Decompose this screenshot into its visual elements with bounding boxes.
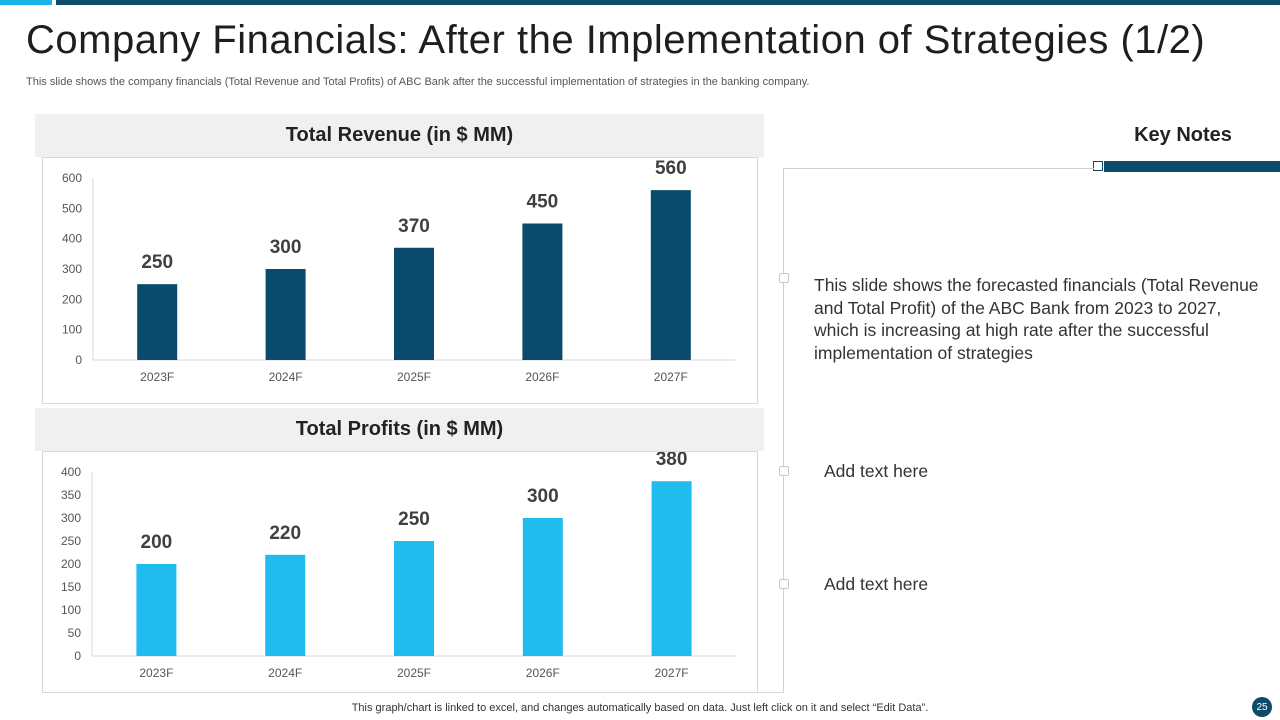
revenue-y-tick-label: 400 (62, 232, 82, 246)
revenue-chart-title: Total Revenue (in $ MM) (35, 114, 764, 157)
revenue-bar (394, 247, 434, 360)
top-accent-bar-dark (56, 0, 1280, 5)
profits-y-tick-label: 300 (61, 511, 81, 525)
profits-chart-panel[interactable]: 0 50 100 150 200 250 300 350 400 200 2023F 220 2024F… (42, 451, 758, 693)
revenue-bar (522, 223, 563, 360)
profits-bar (136, 564, 177, 656)
note-text-1[interactable]: This slide shows the forecasted financia… (814, 275, 1259, 363)
profits-bar-chart[interactable]: 0 50 100 150 200 250 300 350 400 200 2023F 220 2024F… (43, 452, 757, 692)
key-notes-divider-horizontal (784, 168, 1094, 169)
profits-x-tick-label: 2024F (268, 666, 302, 680)
note-text-2[interactable]: Add text here (824, 461, 929, 481)
profits-bar (394, 541, 434, 656)
revenue-bar (137, 284, 178, 360)
profits-y-tick-label: 0 (74, 649, 81, 663)
note-bullet-3 (779, 579, 789, 589)
revenue-y-tick-label: 500 (62, 201, 82, 215)
revenue-x-tick-label: 2027F (654, 370, 688, 384)
revenue-x-tick-label: 2023F (140, 370, 174, 384)
revenue-y-tick-label: 0 (75, 353, 82, 367)
top-accent-bar-light (0, 0, 52, 5)
profits-y-tick-label: 100 (61, 603, 81, 617)
profits-x-tick-label: 2026F (526, 666, 560, 680)
profits-chart-title: Total Profits (in $ MM) (35, 408, 764, 451)
revenue-data-label: 560 (655, 158, 687, 179)
revenue-bar (650, 190, 691, 360)
footer-note: This graph/chart is linked to excel, and… (351, 702, 929, 714)
slide-subtitle: This slide shows the company financials … (26, 76, 810, 88)
profits-y-tick-label: 150 (61, 580, 81, 594)
profits-y-tick-label: 400 (61, 465, 81, 479)
profits-x-tick-label: 2025F (397, 666, 431, 680)
revenue-data-label: 370 (398, 216, 430, 237)
profits-bar (651, 481, 692, 656)
profits-data-label: 220 (269, 523, 301, 544)
revenue-data-label: 450 (527, 192, 559, 213)
profits-x-tick-label: 2023F (139, 666, 173, 680)
profits-bar (522, 518, 563, 656)
profits-data-label: 380 (656, 452, 688, 470)
note-bullet-2 (779, 466, 789, 476)
profits-y-tick-label: 350 (61, 488, 81, 502)
profits-y-tick-label: 250 (61, 534, 81, 548)
revenue-bar (265, 269, 306, 360)
slide-title: Company Financials: After the Implementa… (26, 18, 1206, 62)
key-notes-divider-vertical (783, 168, 784, 692)
key-notes-title: Key Notes (1134, 124, 1232, 146)
revenue-x-tick-label: 2024F (269, 370, 303, 384)
profits-data-label: 300 (527, 486, 559, 507)
profits-y-tick-label: 50 (68, 626, 82, 640)
revenue-chart-panel[interactable]: 0 100 200 300 400 500 600 250 2023F 300 2024F 370 20… (42, 157, 758, 404)
profits-bar (265, 554, 306, 656)
revenue-y-tick-label: 300 (62, 262, 82, 276)
profits-data-label: 200 (141, 532, 173, 553)
note-text-3[interactable]: Add text here (824, 574, 929, 594)
profits-y-tick-label: 200 (61, 557, 81, 571)
revenue-y-tick-label: 600 (62, 171, 82, 185)
profits-data-label: 250 (398, 509, 430, 530)
revenue-x-tick-label: 2026F (525, 370, 559, 384)
revenue-y-tick-label: 200 (62, 292, 82, 306)
revenue-x-tick-label: 2025F (397, 370, 431, 384)
note-bullet-1 (779, 273, 789, 283)
revenue-bar-chart[interactable]: 0 100 200 300 400 500 600 250 2023F 300 2024F 370 20… (43, 158, 757, 403)
key-notes-marker (1093, 161, 1103, 171)
key-notes-bar (1104, 161, 1280, 172)
page-number: 25 (1252, 697, 1272, 717)
revenue-data-label: 300 (270, 237, 302, 258)
revenue-y-tick-label: 100 (62, 323, 82, 337)
bottom-divider (42, 692, 784, 693)
profits-x-tick-label: 2027F (655, 666, 689, 680)
revenue-data-label: 250 (141, 252, 173, 273)
